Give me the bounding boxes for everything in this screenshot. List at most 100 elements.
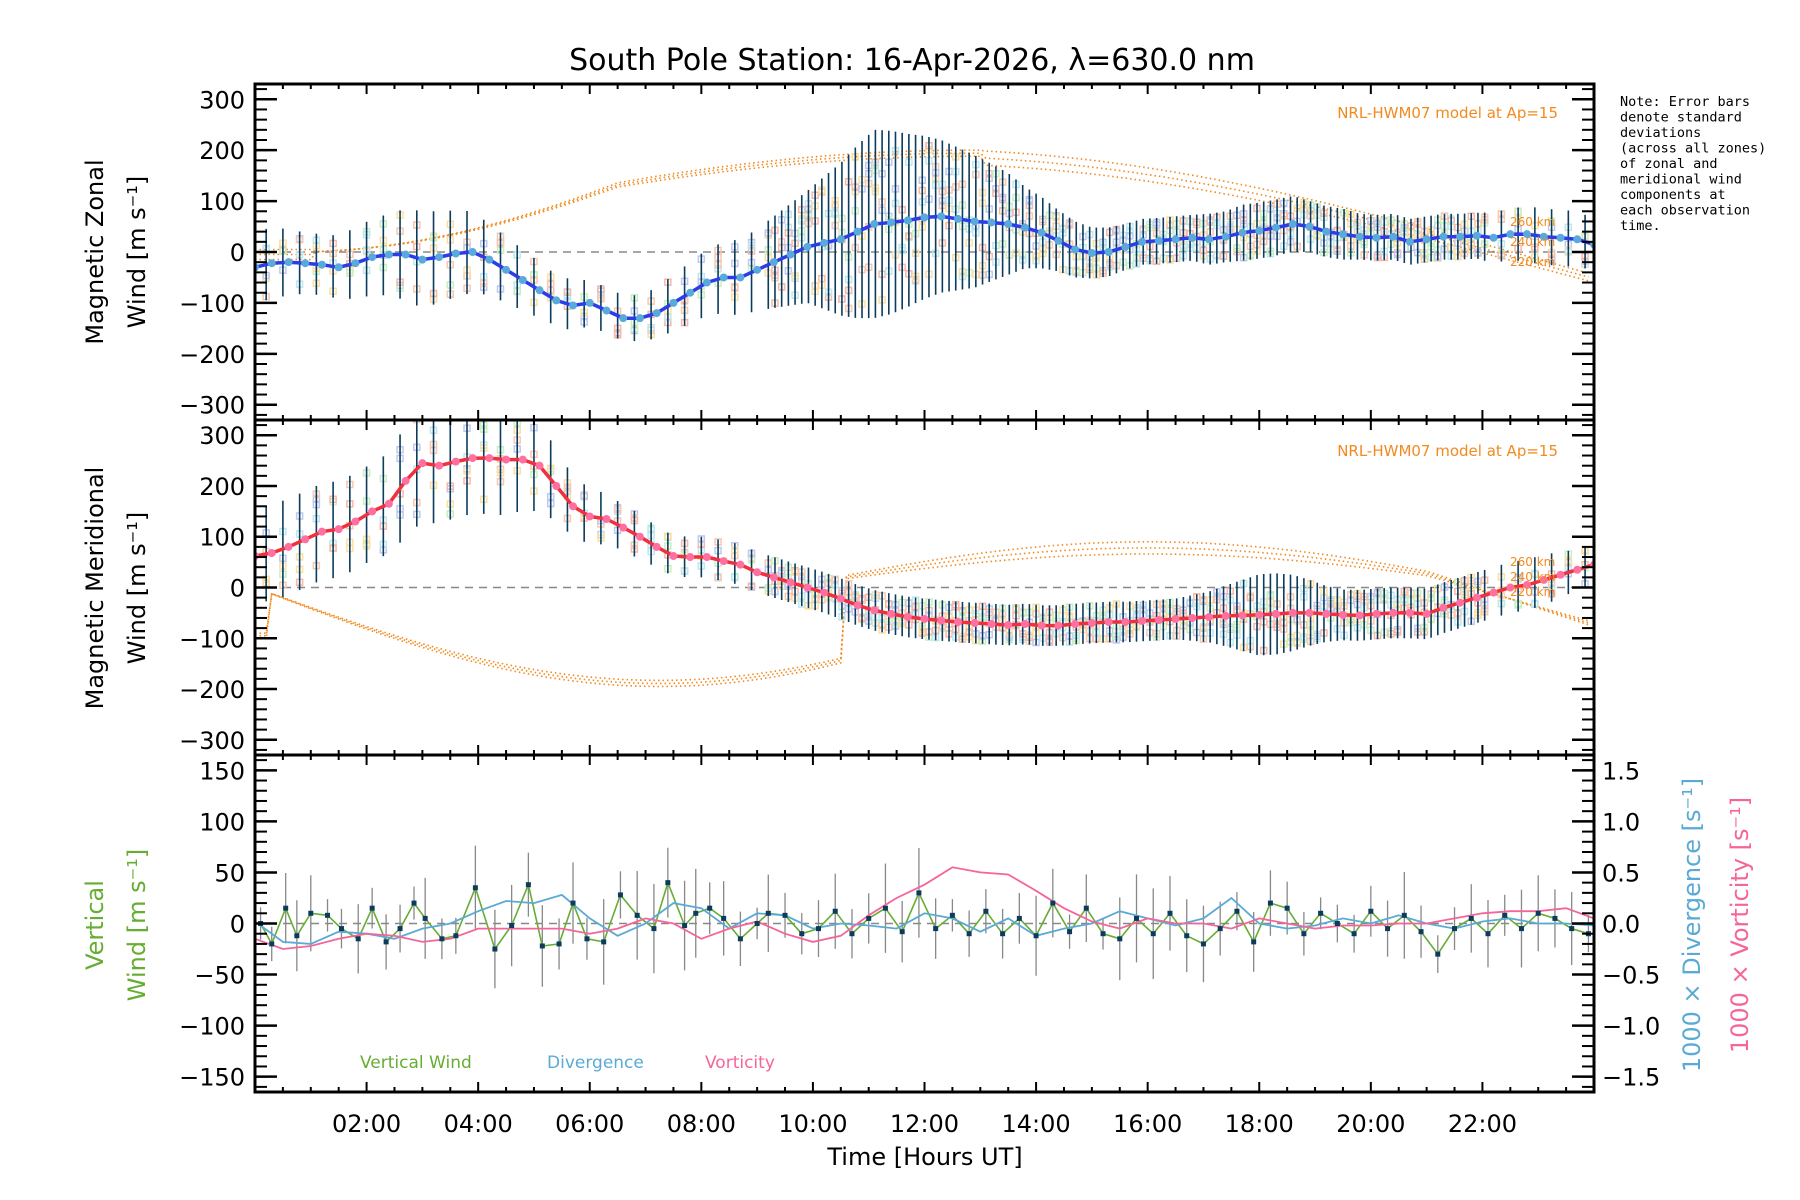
vertical-wind-panel: 150 100 50 0 −50 −100 −150 02:00 04:00 06:00 08:00… [81, 753, 1754, 1171]
wind-point [1087, 249, 1096, 258]
note-line: of zonal and [1620, 156, 1718, 172]
wind-point [953, 618, 962, 627]
wind-point [970, 619, 979, 628]
wind-point [451, 457, 460, 466]
wind-point [1523, 230, 1532, 239]
wind-point [401, 250, 410, 259]
wind-point [1573, 235, 1582, 244]
wind-point [468, 454, 477, 463]
wind-point [1355, 232, 1364, 241]
wind-point [317, 527, 326, 536]
wind-point [1389, 608, 1398, 617]
wind-point [1154, 615, 1163, 624]
vertical-wind-point [338, 926, 344, 932]
vertical-wind-point [754, 921, 760, 926]
wind-point [552, 296, 561, 305]
x-tick-label: 04:00 [444, 1110, 513, 1138]
y-tick-label: 150 [199, 757, 245, 785]
vertical-wind-point [308, 910, 314, 916]
wind-point [435, 461, 444, 470]
wind-point [769, 258, 778, 267]
wind-point [1422, 609, 1431, 618]
wind-point [1422, 235, 1431, 244]
wind-point [686, 553, 695, 562]
wind-point [1372, 609, 1381, 618]
y2-tick-label: −1.0 [1602, 1013, 1660, 1041]
x-tick-label: 12:00 [890, 1110, 959, 1138]
wind-point [1489, 588, 1498, 597]
vertical-wind-point [439, 936, 445, 942]
wind-point [803, 583, 812, 592]
wind-point [418, 459, 427, 468]
vertical-wind-point [539, 943, 545, 949]
wind-point [1322, 609, 1331, 618]
meridional-model-label: NRL-HWM07 model at Ap=15 [1337, 442, 1558, 460]
vertical-wind-point [1234, 908, 1240, 914]
y2-tick-label: 0.0 [1602, 911, 1640, 939]
meridional-wind-line [255, 456, 1594, 628]
x-tick-label: 08:00 [667, 1110, 736, 1138]
wind-point [1238, 611, 1247, 620]
wind-point [1472, 231, 1481, 240]
vertical-wind-point [966, 931, 972, 937]
wind-point [1071, 245, 1080, 254]
wind-point [887, 218, 896, 227]
wind-point [1104, 618, 1113, 627]
vertical-axes: 150 100 50 0 −50 −100 −150 02:00 04:00 06:00 08:00… [179, 753, 1660, 1138]
wind-point [1573, 565, 1582, 574]
wind-point [1288, 220, 1297, 228]
wind-point [1523, 580, 1532, 589]
wind-point [1037, 621, 1046, 630]
wind-point [435, 253, 444, 262]
wind-point [1221, 232, 1230, 241]
wind-point [1138, 617, 1147, 625]
vertical-wind-point [707, 905, 713, 911]
y-tick-label: 50 [214, 859, 245, 887]
zonal-model-label: NRL-HWM07 model at Ap=15 [1337, 104, 1558, 122]
wind-point [418, 255, 427, 264]
y-tick-label: −200 [179, 341, 245, 369]
wind-point [1405, 608, 1414, 617]
vertical-wind-point [397, 926, 403, 932]
zone-sample-marker [431, 412, 437, 418]
wind-point [1338, 230, 1347, 239]
vertical-wind-point [1368, 908, 1374, 914]
wind-point [602, 306, 611, 315]
x-tick-label: 18:00 [1225, 1110, 1294, 1138]
wind-point [1037, 228, 1046, 237]
vertical-wind-point [949, 912, 955, 918]
vertical-wind-point [556, 941, 562, 947]
vertical-wind-point [983, 908, 989, 914]
wind-point [1121, 242, 1130, 251]
wind-point [351, 259, 360, 268]
wind-point [351, 517, 360, 526]
vertical-wind-point [1033, 933, 1039, 939]
chart-title: South Pole Station: 16-Apr-2026, λ=630.0… [569, 43, 1255, 78]
wind-point [920, 213, 929, 222]
y-tick-label: −100 [179, 290, 245, 318]
vertical-wind-point [682, 923, 688, 929]
wind-point [468, 248, 477, 256]
wind-point [987, 218, 996, 227]
vertical-wind-point [422, 915, 428, 921]
vertical-wind-point [1200, 941, 1206, 947]
wind-point [1255, 226, 1264, 235]
vertical-wind-point [294, 933, 300, 939]
wind-point [1171, 235, 1180, 244]
wind-point [903, 216, 912, 225]
wind-point [702, 553, 711, 562]
wind-point [1020, 620, 1029, 629]
vertical-wind-point [693, 910, 699, 916]
wind-point [669, 298, 678, 307]
vertical-wind-point [1251, 939, 1257, 945]
y-tick-label: −300 [179, 727, 245, 755]
y2-tick-label: −1.5 [1602, 1064, 1660, 1092]
wind-point [284, 542, 293, 551]
wind-point [334, 263, 343, 272]
wind-point [535, 286, 544, 295]
wind-point [1355, 611, 1364, 620]
vertical-wind-point [1452, 926, 1458, 932]
wind-point [301, 259, 310, 268]
